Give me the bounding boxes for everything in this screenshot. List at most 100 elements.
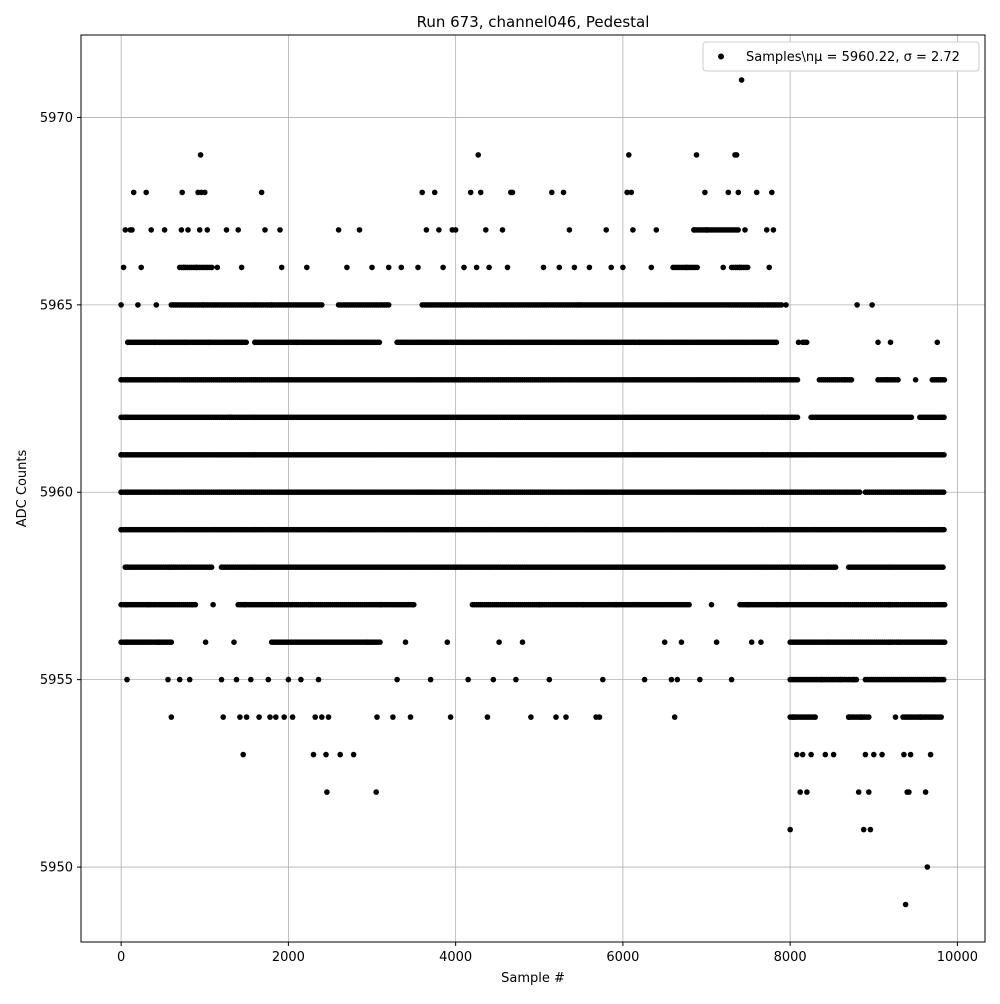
x-axis-label: Sample # [501,971,565,986]
data-point [208,564,215,570]
data-point [319,302,325,308]
data-point [728,676,735,683]
data-point [124,676,130,683]
data-point [415,264,421,271]
data-point [778,302,785,308]
data-point [278,264,285,271]
x-tick-label: 8000 [774,950,807,965]
data-point [927,751,934,758]
data-point [794,751,800,758]
data-point [822,751,829,758]
data-point [120,264,127,271]
data-point [202,189,208,196]
data-point [661,639,668,645]
data-point [941,414,947,421]
data-point [312,714,319,720]
data-point [571,264,578,271]
y-tick-label: 5965 [40,298,73,313]
data-point [289,714,296,720]
data-point [238,264,245,271]
data-point [940,564,946,570]
data-point [725,189,732,196]
data-point [763,227,770,233]
data-point [237,714,243,720]
data-point [556,264,563,271]
x-tick-label: 6000 [606,950,639,965]
data-point [153,302,160,308]
data-point [256,714,262,720]
data-point [281,714,288,720]
data-point [423,227,430,233]
data-point [830,751,837,758]
data-point [860,826,867,833]
data-point [856,489,863,496]
y-tick-label: 5955 [40,673,73,688]
data-point [738,77,745,83]
data-point [431,189,438,196]
data-point [374,714,380,720]
data-point [901,751,907,758]
data-point [148,227,154,233]
data-point [444,639,451,645]
data-point [848,377,855,383]
chart-title: Run 673, channel046, Pedestal [417,13,650,31]
data-point [720,264,726,271]
data-point [161,227,168,233]
data-point [315,676,322,683]
x-tick-label: 2000 [272,950,305,965]
data-point [486,264,492,271]
data-point [758,639,764,645]
data-point [513,676,519,683]
data-point [566,227,573,233]
data-point [310,751,317,758]
data-point [209,264,215,271]
data-point [924,864,931,870]
data-point [233,676,240,683]
data-point [185,227,191,233]
data-point [440,264,446,271]
data-point [596,714,603,720]
data-point [648,264,655,271]
data-point [436,227,442,233]
data-point [356,227,363,233]
data-point [940,489,947,496]
data-point [794,414,801,421]
data-point [243,714,250,720]
data-point [122,227,129,233]
data-point [176,676,183,683]
data-point [490,676,497,683]
data-point [641,676,648,683]
data-point [773,339,780,346]
data-point [742,227,748,233]
data-point [473,264,480,271]
data-point [273,714,279,720]
data-point [735,189,742,196]
data-point [410,601,416,608]
data-point [941,601,948,608]
data-point [549,189,555,196]
data-point [369,264,375,271]
data-point [879,751,885,758]
data-point [168,714,175,720]
data-point [653,227,660,233]
data-point [528,714,534,720]
data-point [795,339,802,346]
data-point [477,189,484,196]
data-point [630,227,636,233]
data-point [895,377,901,383]
data-point [402,639,409,645]
data-point [869,302,875,308]
data-point [202,639,209,645]
data-point [733,152,740,158]
data-point [608,264,614,271]
data-point [540,264,547,271]
x-tick-label: 4000 [439,950,472,965]
data-point [875,339,881,346]
data-point [419,189,426,196]
data-point [694,264,700,271]
data-point [304,264,310,271]
data-point [218,676,225,683]
data-point [702,189,708,196]
